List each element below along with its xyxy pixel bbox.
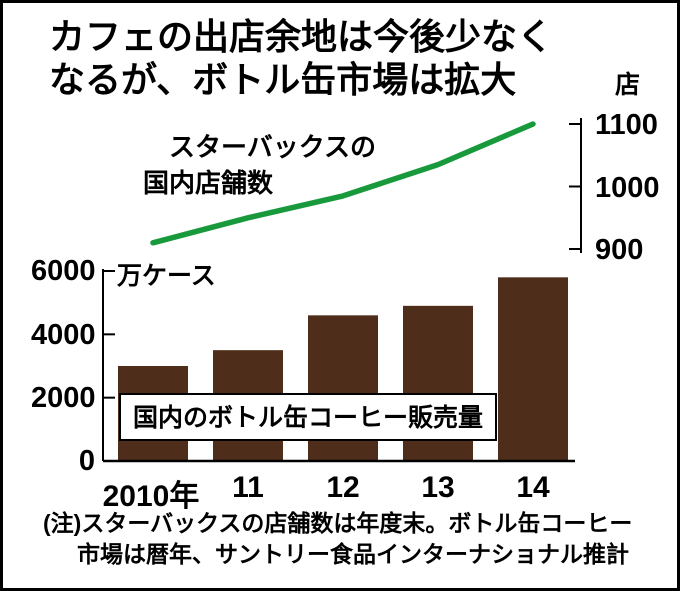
line-series-label-line2: 国内店舗数 <box>143 168 274 198</box>
chart-title-line1: カフェの出店余地は今後少なく <box>49 16 554 57</box>
left-axis-unit: 万ケース <box>117 262 216 290</box>
left-axis-tick-0: 0 <box>78 445 95 477</box>
chart-title-line2: なるが、ボトル缶市場は拡大 <box>49 59 517 100</box>
line-series-starbucks-stores <box>150 121 536 246</box>
x-axis-label-13: 13 <box>421 471 455 504</box>
footnote-line2: 市場は暦年、サントリー食品インターナショナル推計 <box>77 541 629 567</box>
left-axis-tick-4000: 4000 <box>31 319 96 351</box>
chart-title: カフェの出店余地は今後少なく なるが、ボトル缶市場は拡大 <box>49 15 553 101</box>
right-axis-tick-900: 900 <box>595 234 644 266</box>
left-axis-tick-2000: 2000 <box>31 382 96 414</box>
right-axis-tick-1000: 1000 <box>595 172 660 204</box>
line-series-label-line1: スターバックスの <box>169 132 376 162</box>
bar-series-label: 国内のボトル缶コーヒー販売量 <box>119 393 498 441</box>
x-axis-label-12: 12 <box>326 471 360 504</box>
footnote-line1: (注)スターバックスの店舗数は年度末。ボトル缶コーヒー <box>43 510 633 536</box>
x-axis-label-11: 11 <box>232 471 264 504</box>
footnote: (注)スターバックスの店舗数は年度末。ボトル缶コーヒー 市場は暦年、サントリー食… <box>43 508 632 570</box>
right-axis-unit: 店 <box>615 71 641 99</box>
x-axis-label-2010: 2010年 <box>102 480 200 513</box>
left-axis-tick-6000: 6000 <box>31 255 96 287</box>
bar-14 <box>498 277 568 461</box>
x-axis-label-14: 14 <box>516 471 550 504</box>
right-axis-tick-1100: 1100 <box>595 109 658 141</box>
